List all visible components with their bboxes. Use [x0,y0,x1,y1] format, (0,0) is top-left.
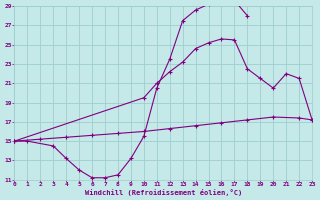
X-axis label: Windchill (Refroidissement éolien,°C): Windchill (Refroidissement éolien,°C) [84,189,242,196]
